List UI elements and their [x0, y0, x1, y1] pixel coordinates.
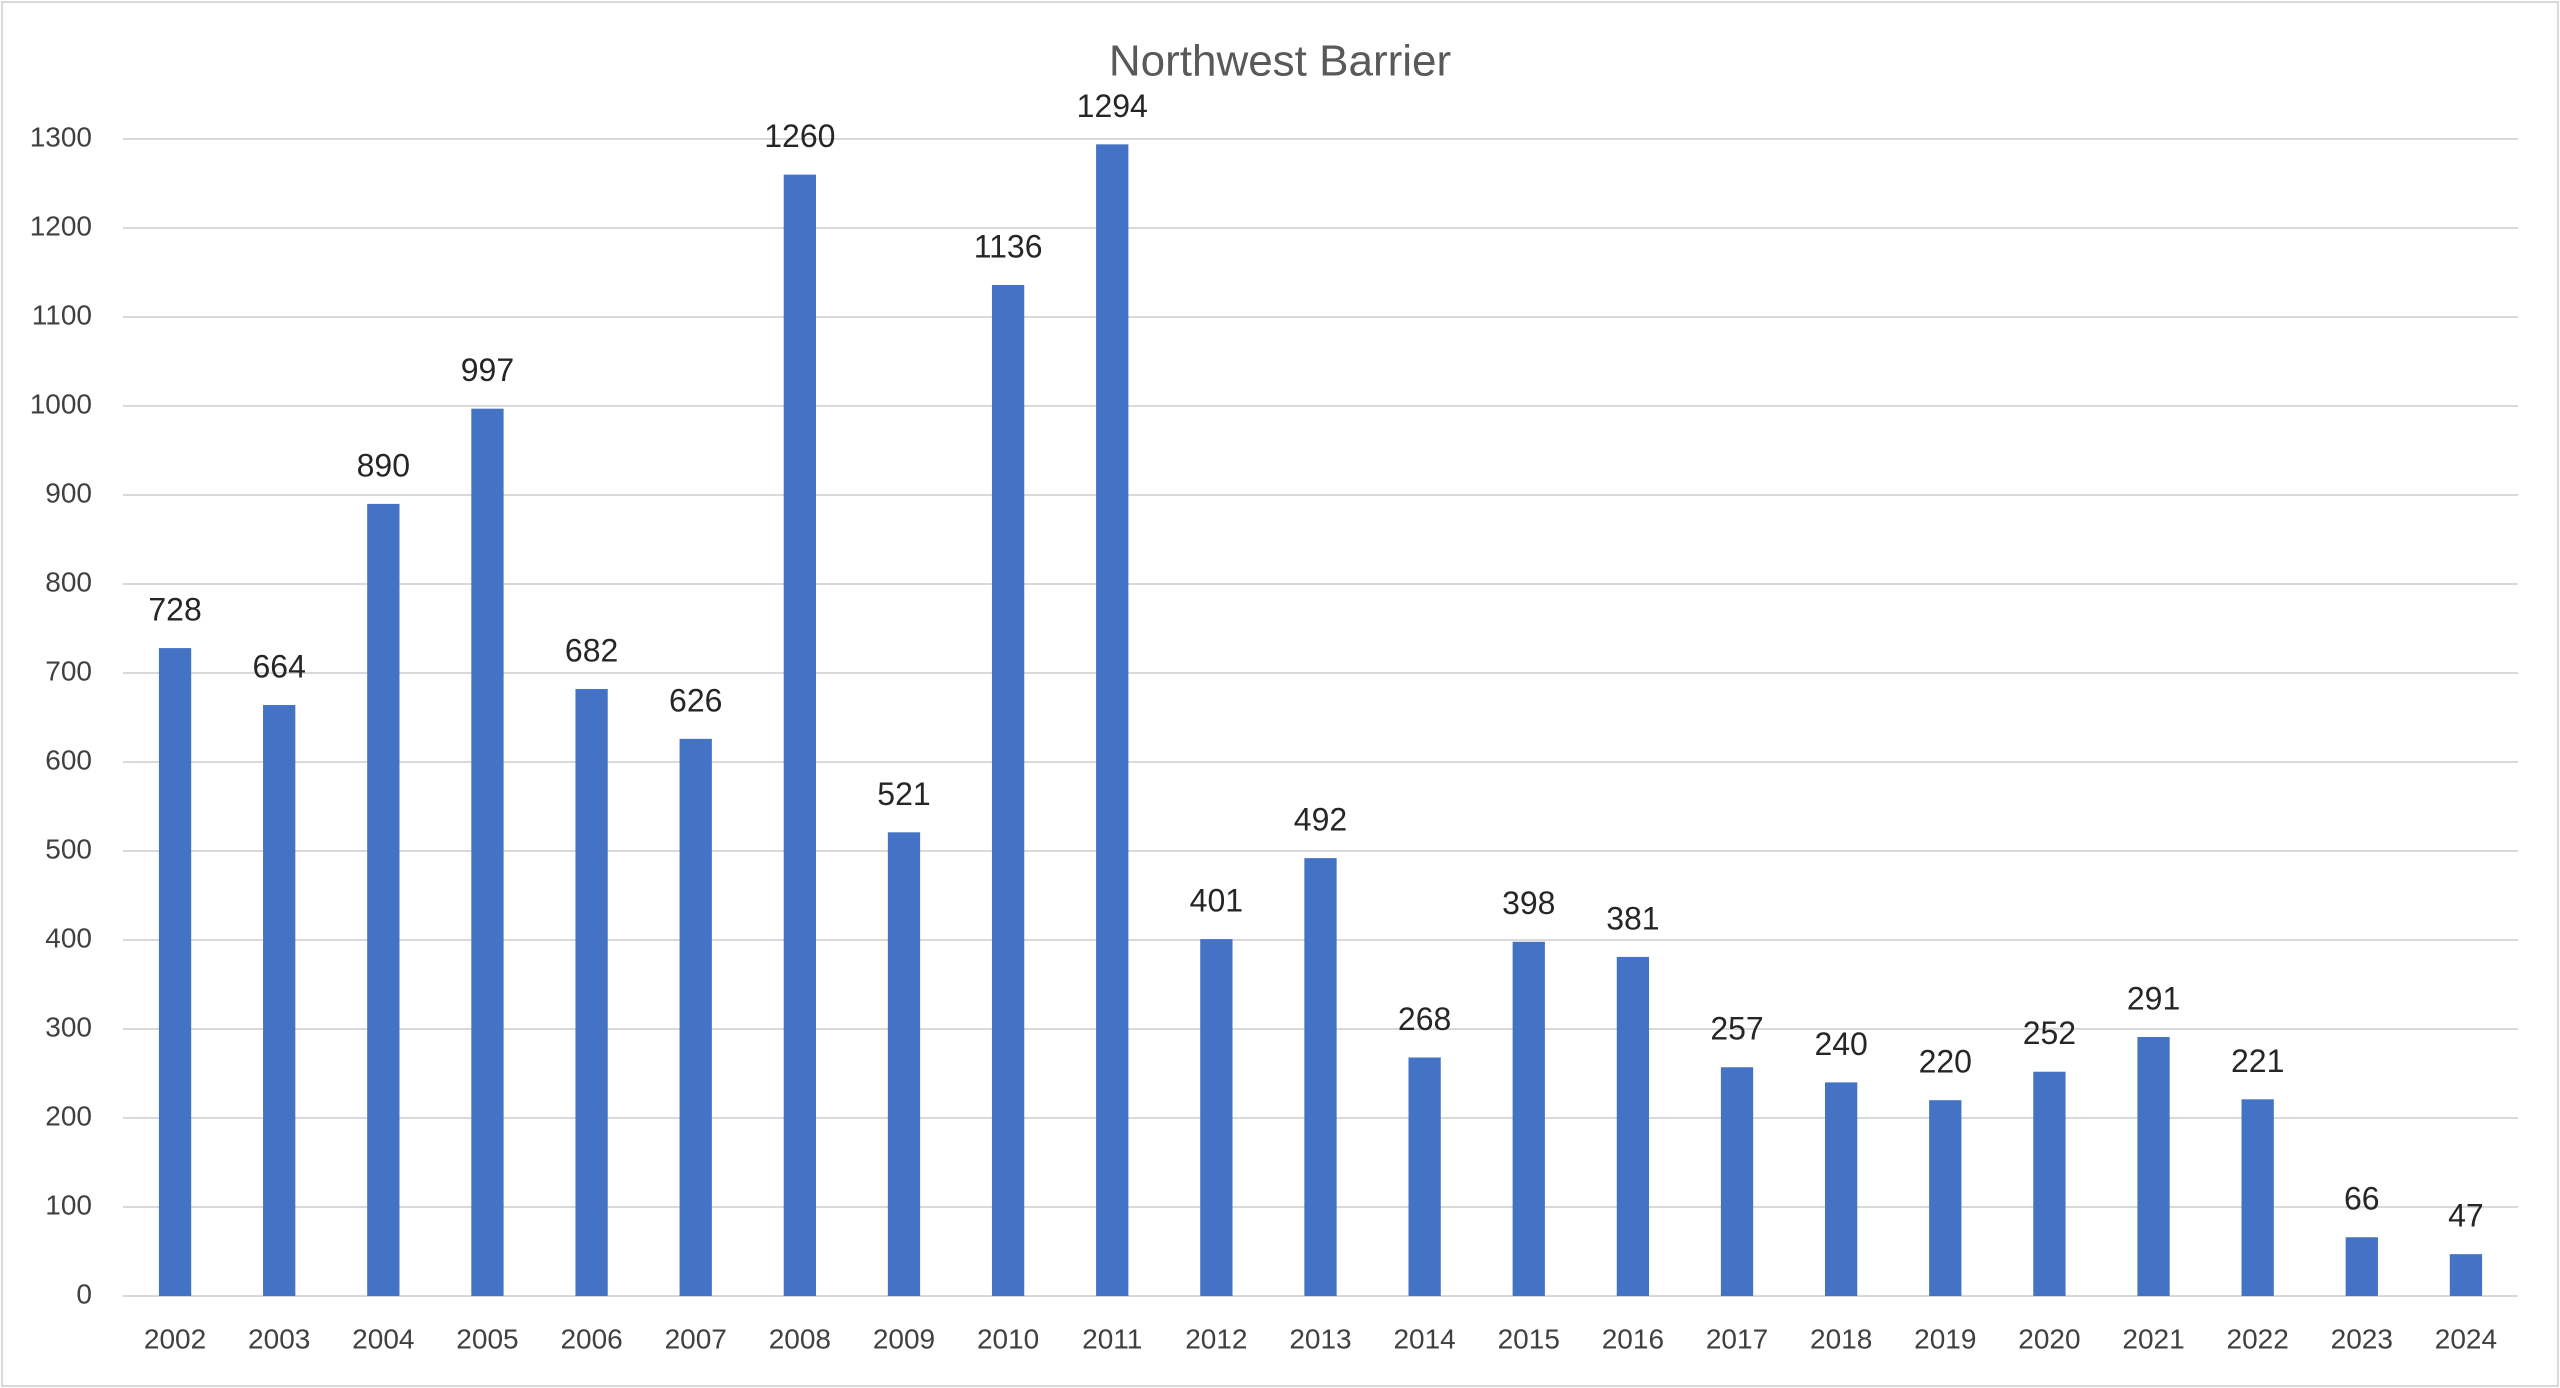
data-label: 682 [565, 632, 618, 668]
bar [1720, 1067, 1754, 1296]
bar [1096, 144, 1129, 1297]
data-label: 252 [2023, 1015, 2076, 1051]
x-tick-label: 2009 [873, 1323, 935, 1354]
data-label: 997 [461, 352, 514, 388]
x-tick-label: 2011 [1082, 1323, 1142, 1354]
y-tick-label: 0 [76, 1278, 92, 1309]
bar [2033, 1071, 2066, 1296]
data-label: 1136 [974, 228, 1043, 264]
x-tick-label: 2006 [560, 1323, 622, 1354]
x-tick-label: 2004 [352, 1323, 414, 1354]
y-tick-label: 800 [45, 566, 92, 597]
x-tick-label: 2023 [2331, 1323, 2393, 1354]
y-tick-label: 700 [45, 655, 92, 686]
y-tick-label: 300 [45, 1011, 92, 1042]
data-label: 257 [1710, 1011, 1763, 1047]
y-tick-label: 200 [45, 1100, 92, 1131]
data-label: 381 [1606, 900, 1659, 936]
data-label: 221 [2231, 1043, 2284, 1079]
bar [1929, 1100, 1962, 1296]
bar [1200, 939, 1233, 1296]
y-tick-label: 1200 [30, 210, 92, 241]
bar [1825, 1082, 1858, 1296]
x-tick-label: 2020 [2018, 1323, 2080, 1354]
x-tick-label: 2022 [2227, 1323, 2289, 1354]
y-tick-label: 1100 [32, 299, 92, 330]
bar [367, 503, 400, 1296]
data-label: 521 [877, 776, 930, 812]
bar [2137, 1037, 2170, 1296]
x-tick-label: 2008 [769, 1323, 831, 1354]
data-label: 398 [1502, 885, 1555, 921]
x-tick-label: 2007 [665, 1323, 727, 1354]
data-label: 47 [2448, 1198, 2484, 1234]
y-tick-label: 900 [45, 477, 92, 508]
x-tick-label: 2024 [2435, 1323, 2497, 1354]
bar [887, 832, 921, 1296]
bar [783, 174, 816, 1297]
x-tick-label: 2017 [1706, 1323, 1768, 1354]
data-label: 890 [357, 447, 410, 483]
data-label: 268 [1398, 1001, 1451, 1037]
x-tick-label: 2013 [1289, 1323, 1351, 1354]
x-tick-label: 2005 [456, 1323, 518, 1354]
data-label: 728 [148, 592, 201, 628]
x-tick-label: 2012 [1185, 1323, 1247, 1354]
y-tick-label: 1300 [30, 121, 92, 152]
x-tick-label: 2015 [1498, 1323, 1560, 1354]
x-tick-label: 2014 [1393, 1323, 1455, 1354]
data-label: 1294 [1077, 88, 1148, 124]
bar [1304, 858, 1337, 1296]
data-label: 220 [1919, 1044, 1972, 1080]
bar [263, 705, 296, 1296]
chart-title: Northwest Barrier [1109, 37, 1451, 86]
bar [471, 408, 504, 1296]
bar [679, 738, 712, 1296]
data-label: 240 [1814, 1026, 1867, 1062]
bar [2449, 1254, 2483, 1296]
y-tick-label: 400 [45, 922, 92, 953]
bar [575, 689, 608, 1296]
data-label: 1260 [764, 118, 835, 154]
bar [1408, 1057, 1441, 1296]
bar [991, 284, 1025, 1297]
x-tick-label: 2010 [977, 1323, 1039, 1354]
bar [1616, 956, 1650, 1296]
y-tick-label: 600 [45, 744, 92, 775]
data-label: 626 [669, 682, 722, 718]
bar [2345, 1237, 2378, 1296]
x-tick-label: 2016 [1602, 1323, 1664, 1354]
data-label: 66 [2344, 1181, 2380, 1217]
x-tick-label: 2019 [1914, 1323, 1976, 1354]
data-label: 291 [2127, 980, 2180, 1016]
x-tick-label: 2018 [1810, 1323, 1872, 1354]
data-label: 492 [1294, 802, 1347, 838]
bar [2241, 1099, 2274, 1296]
data-label: 664 [253, 648, 306, 684]
y-tick-label: 100 [45, 1189, 92, 1220]
bar [158, 648, 192, 1296]
bar [1512, 941, 1545, 1296]
y-tick-label: 500 [45, 833, 92, 864]
y-tick-label: 1000 [30, 388, 92, 419]
x-tick-label: 2003 [248, 1323, 310, 1354]
x-tick-label: 2002 [144, 1323, 206, 1354]
x-tick-label: 2021 [2122, 1323, 2184, 1354]
data-label: 401 [1190, 883, 1243, 919]
